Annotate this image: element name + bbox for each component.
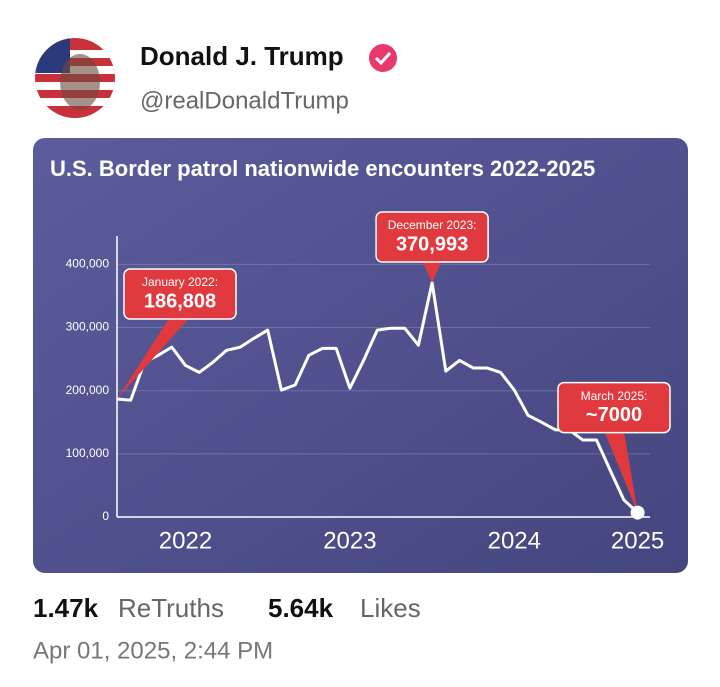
author-name[interactable]: Donald J. Trump xyxy=(140,41,344,71)
timestamp: Apr 01, 2025, 2:44 PM xyxy=(33,637,273,664)
data-label: 370,993 xyxy=(396,233,468,255)
likes-label[interactable]: Likes xyxy=(360,593,421,623)
data-line xyxy=(116,281,639,514)
callout-box xyxy=(375,211,489,263)
likes-count[interactable]: 5.64k xyxy=(268,593,334,623)
retruths-label[interactable]: ReTruths xyxy=(118,593,224,623)
data-label: 186,808 xyxy=(144,290,216,312)
annotation-title: December 2023: xyxy=(388,218,477,232)
x-tick-label: 2022 xyxy=(159,527,212,554)
callout-pointer xyxy=(422,260,443,283)
end-point xyxy=(630,505,645,520)
chart-title: U.S. Border patrol nationwide encounters… xyxy=(50,156,595,181)
callout-box xyxy=(123,268,237,320)
annotation-title: January 2022: xyxy=(142,275,218,289)
annotation-title: March 2025: xyxy=(581,389,648,403)
y-tick-label: 400,000 xyxy=(66,257,110,271)
plot: 0 100,000 200,000 300,000 400,000 2022 2023 202… xyxy=(66,211,671,554)
handle[interactable]: @realDonaldTrump xyxy=(140,87,349,114)
y-tick-label: 200,000 xyxy=(66,383,110,397)
avatar[interactable] xyxy=(35,38,115,118)
x-tick-label: 2024 xyxy=(488,527,541,554)
callout-box xyxy=(557,381,671,434)
y-tick-label: 300,000 xyxy=(66,320,110,334)
chart-card xyxy=(33,138,688,573)
callout-pointer xyxy=(117,317,190,400)
retruths-count[interactable]: 1.47k xyxy=(33,593,99,623)
data-label: ~7000 xyxy=(586,404,642,426)
x-tick-label: 2025 xyxy=(611,527,664,554)
x-tick-label: 2023 xyxy=(323,527,376,554)
y-tick-label: 0 xyxy=(102,509,109,523)
verified-badge xyxy=(369,44,397,72)
callout-pointer xyxy=(604,430,638,513)
y-tick-label: 100,000 xyxy=(66,446,110,460)
